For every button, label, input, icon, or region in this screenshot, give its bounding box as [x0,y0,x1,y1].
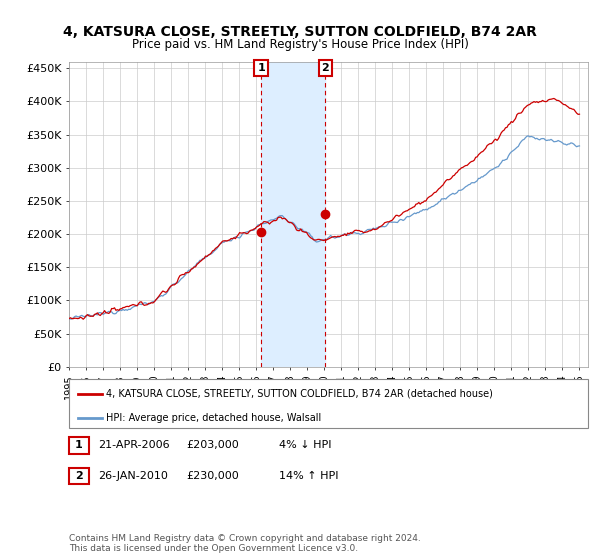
Text: 4, KATSURA CLOSE, STREETLY, SUTTON COLDFIELD, B74 2AR (detached house): 4, KATSURA CLOSE, STREETLY, SUTTON COLDF… [106,389,493,399]
Text: Price paid vs. HM Land Registry's House Price Index (HPI): Price paid vs. HM Land Registry's House … [131,38,469,51]
Text: 2: 2 [322,63,329,73]
Text: 1: 1 [75,440,83,450]
Text: 14% ↑ HPI: 14% ↑ HPI [279,471,338,481]
Bar [261,62,325,367]
Text: £230,000: £230,000 [186,471,239,481]
Text: 4, KATSURA CLOSE, STREETLY, SUTTON COLDFIELD, B74 2AR: 4, KATSURA CLOSE, STREETLY, SUTTON COLDF… [63,25,537,39]
Text: 21-APR-2006: 21-APR-2006 [98,440,169,450]
Text: HPI: Average price, detached house, Walsall: HPI: Average price, detached house, Wals… [106,413,322,423]
Text: 1: 1 [257,63,265,73]
Text: 26-JAN-2010: 26-JAN-2010 [98,471,167,481]
Text: Contains HM Land Registry data © Crown copyright and database right 2024.
This d: Contains HM Land Registry data © Crown c… [69,534,421,553]
Text: £203,000: £203,000 [186,440,239,450]
Text: 2: 2 [75,471,83,481]
Text: 4% ↓ HPI: 4% ↓ HPI [279,440,331,450]
